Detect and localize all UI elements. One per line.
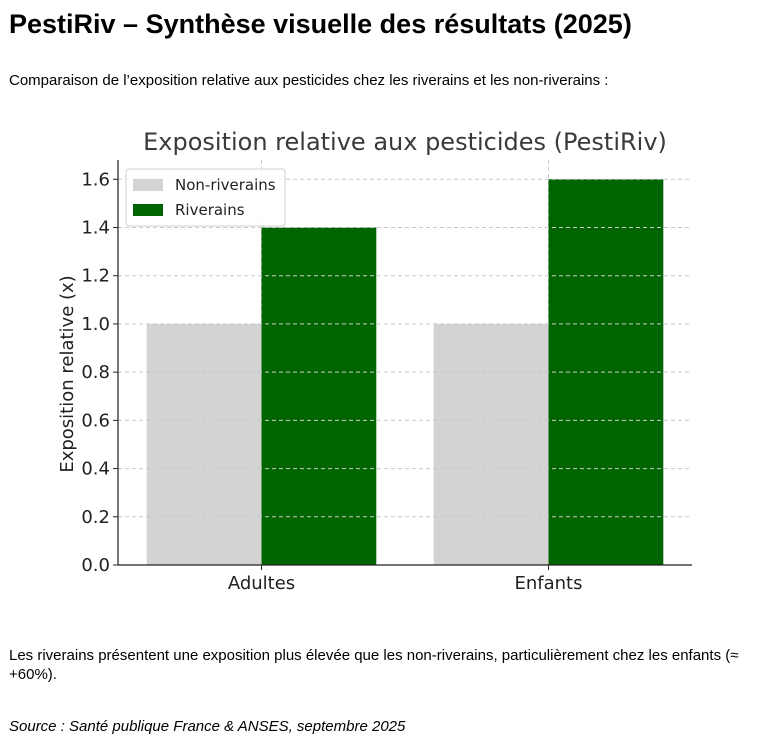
summary-text: Les riverains présentent une exposition … bbox=[9, 647, 739, 683]
chart-title: Exposition relative aux pesticides (Pest… bbox=[143, 128, 667, 156]
bar-non-riverains-enfants bbox=[433, 323, 549, 565]
legend-swatch-non-riverains bbox=[133, 179, 163, 191]
legend-label-riverains: Riverains bbox=[175, 201, 245, 219]
bar-chart: Exposition relative aux pesticides (Pest… bbox=[57, 128, 692, 594]
y-tick-label: 1.6 bbox=[81, 169, 110, 190]
y-tick-label: 1.4 bbox=[81, 218, 110, 239]
legend-box bbox=[125, 168, 286, 227]
y-tick-label: 0.6 bbox=[81, 410, 110, 431]
page-title: PestiRiv – Synthèse visuelle des résulta… bbox=[9, 9, 632, 39]
legend-label-non-riverains: Non-riverains bbox=[175, 176, 276, 194]
y-tick-label: 1.0 bbox=[81, 314, 110, 335]
legend-swatch-riverains bbox=[133, 204, 163, 216]
source-note: Source : Santé publique France & ANSES, … bbox=[9, 718, 406, 735]
y-tick-label: 0.8 bbox=[81, 362, 110, 383]
y-axis-label: Exposition relative (x) bbox=[57, 275, 78, 472]
x-tick-label-enfants: Enfants bbox=[515, 573, 583, 594]
axes bbox=[113, 160, 692, 570]
chart-container: Exposition relative aux pesticides (Pest… bbox=[0, 110, 762, 610]
y-tick-label: 1.2 bbox=[81, 266, 110, 287]
y-tick-labels: 0.0 0.2 0.4 0.6 0.8 1.0 1.2 1.4 1.6 bbox=[81, 169, 110, 576]
legend: Non-riverains Riverains bbox=[125, 168, 286, 227]
intro-text: Comparaison de l’exposition relative aux… bbox=[9, 72, 609, 89]
x-tick-labels: Adultes Enfants bbox=[228, 573, 583, 594]
x-tick-label-adultes: Adultes bbox=[228, 573, 295, 594]
bar-riverains-adultes bbox=[261, 227, 377, 565]
bar-non-riverains-adultes bbox=[146, 323, 262, 565]
y-tick-label: 0.2 bbox=[81, 507, 110, 528]
y-tick-label: 0.4 bbox=[81, 459, 110, 480]
y-tick-label: 0.0 bbox=[81, 555, 110, 576]
